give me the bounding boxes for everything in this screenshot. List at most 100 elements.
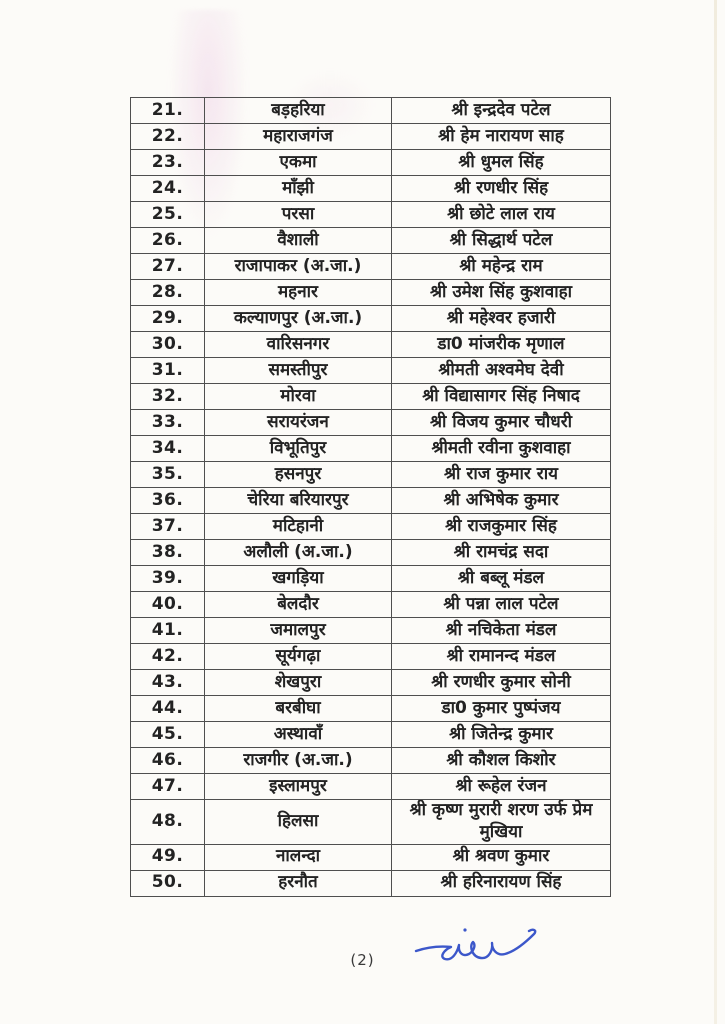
table-row: 41. जमालपुर श्री नचिकेता मंडल xyxy=(130,617,611,644)
candidate-cell: डा0 मांजरीक मृणाल xyxy=(391,331,611,358)
table-row: 45. अस्थावाँ श्री जितेन्द्र कुमार xyxy=(130,721,611,748)
page-number: (2) xyxy=(350,951,375,969)
constituency-cell: शेखपुरा xyxy=(204,669,392,696)
constituency-cell: माँझी xyxy=(204,175,392,202)
constituency-cell: बेलदौर xyxy=(204,591,392,618)
constituency-cell: परसा xyxy=(204,201,392,228)
table-row: 38. अलौली (अ.जा.) श्री रामचंद्र सदा xyxy=(130,539,611,566)
constituency-cell: अलौली (अ.जा.) xyxy=(204,539,392,566)
constituency-cell: नालन्दा xyxy=(204,843,392,871)
candidate-cell: श्री कौशल किशोर xyxy=(391,747,611,774)
candidate-cell: श्री हेम नारायण साह xyxy=(391,123,611,150)
candidate-cell: श्री राज कुमार राय xyxy=(391,461,611,488)
constituency-cell: एकमा xyxy=(204,149,392,176)
constituency-cell: राजापाकर (अ.जा.) xyxy=(204,253,392,280)
table-row: 47. इस्लामपुर श्री रूहेल रंजन xyxy=(130,773,611,800)
serial-number-cell: 33. xyxy=(130,409,205,436)
candidate-cell: श्री रामानन्द मंडल xyxy=(391,643,611,670)
candidate-cell: श्रीमती अश्वमेघ देवी xyxy=(391,357,611,384)
candidate-cell: श्री महेश्वर हजारी xyxy=(391,305,611,332)
candidate-cell: श्री बब्लू मंडल xyxy=(391,565,611,592)
table-row: 34. विभूतिपुर श्रीमती रवीना कुशवाहा xyxy=(130,435,611,462)
table-row: 21. बड़हरिया श्री इन्द्रदेव पटेल xyxy=(130,97,611,124)
serial-number-cell: 43. xyxy=(130,669,205,696)
serial-number-cell: 36. xyxy=(130,487,205,514)
constituency-cell: इस्लामपुर xyxy=(204,773,392,800)
table-row: 43. शेखपुरा श्री रणधीर कुमार सोनी xyxy=(130,669,611,696)
constituency-cell: मटिहानी xyxy=(204,513,392,540)
table-row: 22. महाराजगंज श्री हेम नारायण साह xyxy=(130,123,611,150)
constituency-cell: खगड़िया xyxy=(204,565,392,592)
candidate-cell: श्री इन्द्रदेव पटेल xyxy=(391,97,611,124)
serial-number-cell: 37. xyxy=(130,513,205,540)
candidate-cell: डा0 कुमार पुष्पंजय xyxy=(391,695,611,722)
constituency-cell: वैशाली xyxy=(204,227,392,254)
candidate-cell: श्री राजकुमार सिंह xyxy=(391,513,611,540)
table-row: 42. सूर्यगढ़ा श्री रामानन्द मंडल xyxy=(130,643,611,670)
serial-number-cell: 41. xyxy=(130,617,205,644)
candidate-list-table: 21. बड़हरिया श्री इन्द्रदेव पटेल 22. महा… xyxy=(130,97,611,897)
table-row: 36. चेरिया बरियारपुर श्री अभिषेक कुमार xyxy=(130,487,611,514)
constituency-cell: महनार xyxy=(204,279,392,306)
serial-number-cell: 50. xyxy=(130,869,205,897)
candidate-cell: श्री रामचंद्र सदा xyxy=(391,539,611,566)
ink-signature xyxy=(414,928,537,961)
candidate-cell: श्री जितेन्द्र कुमार xyxy=(391,721,611,748)
serial-number-cell: 42. xyxy=(130,643,205,670)
table-row: 44. बरबीघा डा0 कुमार पुष्पंजय xyxy=(130,695,611,722)
constituency-cell: कल्याणपुर (अ.जा.) xyxy=(204,305,392,332)
constituency-cell: सूर्यगढ़ा xyxy=(204,643,392,670)
table-row: 24. माँझी श्री रणधीर सिंह xyxy=(130,175,611,202)
scan-crease-line xyxy=(714,0,717,1024)
table-row: 48. हिलसा श्री कृष्ण मुरारी शरण उर्फ प्र… xyxy=(130,799,611,845)
table-row: 29. कल्याणपुर (अ.जा.) श्री महेश्वर हजारी xyxy=(130,305,611,332)
serial-number-cell: 29. xyxy=(130,305,205,332)
constituency-cell: बरबीघा xyxy=(204,695,392,722)
serial-number-cell: 22. xyxy=(130,123,205,150)
serial-number-cell: 32. xyxy=(130,383,205,410)
serial-number-cell: 49. xyxy=(130,843,205,871)
table-row: 25. परसा श्री छोटे लाल राय xyxy=(130,201,611,228)
serial-number-cell: 40. xyxy=(130,591,205,618)
candidate-cell: श्री छोटे लाल राय xyxy=(391,201,611,228)
table-row: 39. खगड़िया श्री बब्लू मंडल xyxy=(130,565,611,592)
table-row: 31. समस्तीपुर श्रीमती अश्वमेघ देवी xyxy=(130,357,611,384)
candidate-cell: श्री रणधीर कुमार सोनी xyxy=(391,669,611,696)
constituency-cell: हसनपुर xyxy=(204,461,392,488)
candidate-cell: श्री अभिषेक कुमार xyxy=(391,487,611,514)
serial-number-cell: 45. xyxy=(130,721,205,748)
candidate-cell: श्री रणधीर सिंह xyxy=(391,175,611,202)
candidate-cell: श्री विजय कुमार चौधरी xyxy=(391,409,611,436)
table-row: 40. बेलदौर श्री पन्ना लाल पटेल xyxy=(130,591,611,618)
serial-number-cell: 23. xyxy=(130,149,205,176)
serial-number-cell: 35. xyxy=(130,461,205,488)
constituency-cell: अस्थावाँ xyxy=(204,721,392,748)
candidate-cell: श्री पन्ना लाल पटेल xyxy=(391,591,611,618)
constituency-cell: सरायरंजन xyxy=(204,409,392,436)
serial-number-cell: 26. xyxy=(130,227,205,254)
table-row: 33. सरायरंजन श्री विजय कुमार चौधरी xyxy=(130,409,611,436)
candidate-cell: श्री हरिनारायण सिंह xyxy=(391,869,611,897)
serial-number-cell: 38. xyxy=(130,539,205,566)
constituency-cell: वारिसनगर xyxy=(204,331,392,358)
table-row: 37. मटिहानी श्री राजकुमार सिंह xyxy=(130,513,611,540)
constituency-cell: बड़हरिया xyxy=(204,97,392,124)
serial-number-cell: 28. xyxy=(130,279,205,306)
constituency-cell: जमालपुर xyxy=(204,617,392,644)
table-row: 32. मोरवा श्री विद्यासागर सिंह निषाद xyxy=(130,383,611,410)
table-row: 35. हसनपुर श्री राज कुमार राय xyxy=(130,461,611,488)
constituency-cell: महाराजगंज xyxy=(204,123,392,150)
candidate-cell: श्री रूहेल रंजन xyxy=(391,773,611,800)
candidate-cell: श्री श्रवण कुमार xyxy=(391,843,611,871)
candidate-cell: श्रीमती रवीना कुशवाहा xyxy=(391,435,611,462)
table-row: 49. नालन्दा श्री श्रवण कुमार xyxy=(130,843,611,871)
candidate-cell: श्री नचिकेता मंडल xyxy=(391,617,611,644)
serial-number-cell: 30. xyxy=(130,331,205,358)
candidate-cell: श्री उमेश सिंह कुशवाहा xyxy=(391,279,611,306)
constituency-cell: चेरिया बरियारपुर xyxy=(204,487,392,514)
table-row: 50. हरनौत श्री हरिनारायण सिंह xyxy=(130,869,611,897)
table-row: 23. एकमा श्री धुमल सिंह xyxy=(130,149,611,176)
serial-number-cell: 44. xyxy=(130,695,205,722)
serial-number-cell: 25. xyxy=(130,201,205,228)
